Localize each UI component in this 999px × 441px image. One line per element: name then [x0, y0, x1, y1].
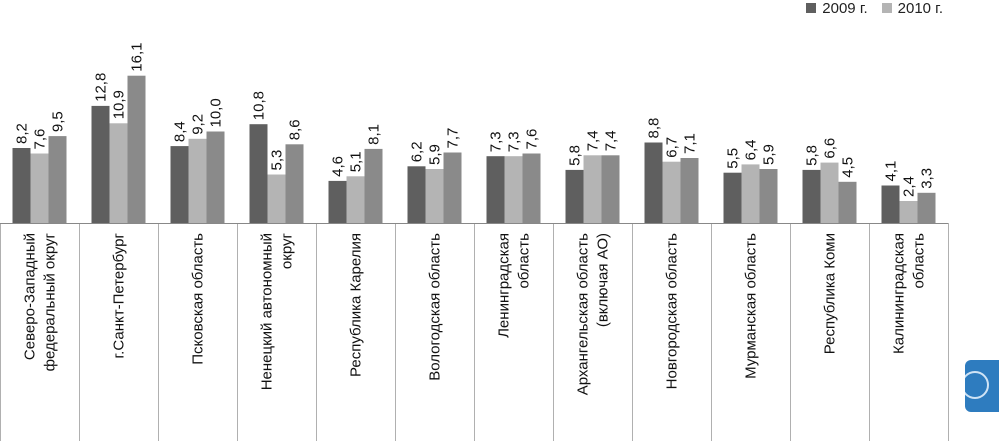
data-label: 8,8 — [646, 118, 663, 139]
bar — [407, 166, 426, 223]
data-label: 6,2 — [409, 141, 426, 162]
legend-swatch-2010 — [881, 3, 892, 13]
data-label: 8,4 — [172, 121, 189, 142]
category-label: Ненецкий автономный — [259, 233, 276, 390]
bar — [820, 162, 839, 223]
data-label: 9,5 — [50, 111, 67, 132]
bar — [328, 180, 347, 223]
bar — [504, 156, 523, 223]
category-label: Псковская область — [190, 233, 207, 365]
bar — [443, 152, 462, 223]
bar — [899, 201, 918, 223]
category-label: Северо-Западный — [22, 233, 39, 360]
bar — [601, 155, 620, 223]
category-label: округ — [279, 232, 296, 269]
legend-item-2010: 2010 г. — [881, 0, 943, 17]
data-label: 5,8 — [567, 145, 584, 166]
data-label: 8,2 — [14, 123, 31, 144]
category-label: Республика Карелия — [348, 233, 365, 377]
chart-legend: 2009 г. 2010 г. — [806, 0, 943, 17]
data-label: 7,6 — [32, 129, 49, 150]
category-label: федеральный округ — [42, 232, 59, 371]
bar — [759, 169, 778, 223]
bar — [127, 75, 146, 223]
bar — [662, 161, 681, 223]
data-label: 9,2 — [190, 114, 207, 135]
data-label: 7,3 — [488, 131, 505, 152]
bar — [838, 181, 857, 223]
data-label: 16,1 — [129, 42, 146, 71]
category-label: область — [516, 233, 533, 289]
data-label: 5,3 — [269, 150, 286, 171]
data-label: 6,6 — [822, 138, 839, 159]
legend-label-2009: 2009 г. — [822, 0, 868, 17]
bar — [249, 124, 268, 223]
side-panel-tab[interactable] — [965, 360, 999, 412]
category-label: Калининградская — [891, 233, 908, 354]
bar — [486, 156, 505, 223]
bar — [425, 169, 444, 223]
category-label: Республика Коми — [822, 233, 839, 354]
data-label: 10,9 — [111, 90, 128, 119]
data-label: 7,6 — [524, 129, 541, 150]
data-label: 2,4 — [901, 176, 918, 197]
legend-item-2009: 2009 г. — [806, 0, 868, 17]
bar — [188, 138, 207, 223]
circle-icon — [965, 371, 989, 399]
data-label: 7,7 — [445, 128, 462, 149]
data-label: 7,3 — [506, 131, 523, 152]
bar — [644, 142, 663, 223]
bar — [364, 148, 383, 223]
bar — [917, 192, 936, 223]
category-label: Новгородская область — [664, 233, 681, 389]
bar — [48, 136, 67, 223]
category-label: Архангельская область — [575, 233, 592, 395]
bar — [267, 174, 286, 223]
data-label: 10,8 — [251, 91, 268, 120]
data-label: 7,1 — [682, 133, 699, 154]
bar — [802, 169, 821, 223]
data-label: 4,5 — [840, 157, 857, 178]
data-label: 8,1 — [366, 124, 383, 145]
data-label: 8,6 — [287, 119, 304, 140]
bar — [723, 172, 742, 223]
data-label: 5,5 — [725, 148, 742, 169]
bar — [741, 164, 760, 223]
bar — [91, 105, 110, 223]
data-label: 5,9 — [761, 144, 778, 165]
legend-swatch-2009 — [806, 3, 817, 13]
data-label: 4,6 — [330, 156, 347, 177]
bar — [30, 153, 49, 223]
legend-label-2010: 2010 г. — [897, 0, 943, 17]
category-label: Вологодская область — [427, 233, 444, 381]
data-label: 6,7 — [664, 137, 681, 158]
bar — [346, 176, 365, 223]
bar — [206, 131, 225, 223]
data-label: 5,8 — [804, 145, 821, 166]
category-label: (включая АО) — [595, 233, 612, 327]
data-label: 5,1 — [348, 151, 365, 172]
category-label: г.Санкт-Петербург — [111, 232, 128, 358]
data-label: 5,9 — [427, 144, 444, 165]
bar — [522, 153, 541, 223]
data-label: 12,8 — [93, 73, 110, 102]
category-label: Мурманская область — [743, 233, 760, 379]
bar — [285, 144, 304, 223]
bar — [583, 155, 602, 223]
data-label: 4,1 — [883, 161, 900, 182]
bar — [565, 169, 584, 223]
data-label: 3,3 — [919, 168, 936, 189]
bar — [109, 123, 128, 223]
data-label: 6,4 — [743, 140, 760, 161]
bar — [680, 158, 699, 223]
data-label: 7,4 — [603, 130, 620, 151]
bar — [12, 148, 31, 223]
category-label: Ленинградская — [496, 233, 513, 338]
bar — [170, 146, 189, 223]
bar — [881, 185, 900, 223]
data-label: 7,4 — [585, 130, 602, 151]
category-label: область — [911, 233, 928, 289]
data-label: 10,0 — [208, 98, 225, 127]
